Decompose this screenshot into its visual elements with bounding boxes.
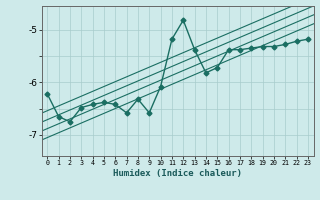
X-axis label: Humidex (Indice chaleur): Humidex (Indice chaleur) bbox=[113, 169, 242, 178]
